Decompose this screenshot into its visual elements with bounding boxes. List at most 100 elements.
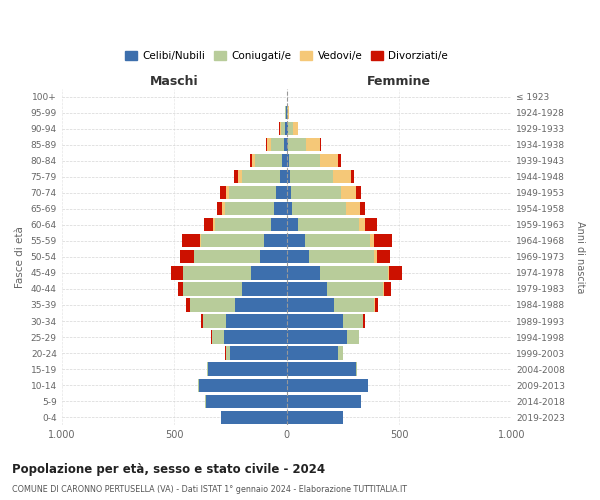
Bar <box>223 202 225 215</box>
Bar <box>287 202 292 215</box>
Bar <box>293 122 298 136</box>
Bar <box>287 314 343 328</box>
Bar <box>287 218 298 232</box>
Bar <box>203 314 226 328</box>
Bar <box>287 346 338 360</box>
Bar <box>286 122 287 136</box>
Bar <box>284 138 287 151</box>
Bar <box>370 234 374 248</box>
Bar <box>377 250 390 264</box>
Bar <box>388 266 389 280</box>
Bar <box>332 170 350 183</box>
Bar <box>221 410 287 424</box>
Bar <box>375 298 378 312</box>
Bar <box>271 138 284 151</box>
Bar <box>183 282 242 296</box>
Bar <box>287 138 289 151</box>
Bar <box>287 362 356 376</box>
Bar <box>309 250 374 264</box>
Bar <box>289 138 307 151</box>
Bar <box>292 202 346 215</box>
Bar <box>356 362 358 376</box>
Bar <box>365 218 377 232</box>
Bar <box>281 122 286 136</box>
Bar <box>287 186 291 200</box>
Bar <box>298 218 359 232</box>
Bar <box>384 282 391 296</box>
Bar <box>214 218 215 232</box>
Bar <box>220 186 226 200</box>
Bar <box>201 234 264 248</box>
Bar <box>287 282 327 296</box>
Bar <box>287 234 305 248</box>
Bar <box>226 314 287 328</box>
Bar <box>199 378 287 392</box>
Y-axis label: Fasce di età: Fasce di età <box>15 226 25 288</box>
Text: Popolazione per età, sesso e stato civile - 2024: Popolazione per età, sesso e stato civil… <box>12 462 325 475</box>
Bar <box>178 282 183 296</box>
Bar <box>234 170 238 183</box>
Bar <box>305 234 370 248</box>
Bar <box>346 202 359 215</box>
Bar <box>212 330 224 344</box>
Bar <box>320 154 338 168</box>
Bar <box>277 186 287 200</box>
Bar <box>194 250 260 264</box>
Bar <box>238 170 242 183</box>
Bar <box>287 154 289 168</box>
Bar <box>264 234 287 248</box>
Bar <box>255 154 282 168</box>
Bar <box>229 186 277 200</box>
Bar <box>274 202 287 215</box>
Bar <box>291 186 341 200</box>
Bar <box>242 282 287 296</box>
Bar <box>205 218 214 232</box>
Bar <box>356 186 361 200</box>
Bar <box>172 266 182 280</box>
Bar <box>235 298 287 312</box>
Bar <box>359 218 365 232</box>
Bar <box>343 314 363 328</box>
Bar <box>287 106 288 120</box>
Bar <box>287 330 347 344</box>
Bar <box>338 154 341 168</box>
Bar <box>287 410 343 424</box>
Bar <box>282 154 287 168</box>
Bar <box>226 186 229 200</box>
Bar <box>350 170 354 183</box>
Bar <box>207 362 208 376</box>
Bar <box>217 202 223 215</box>
Bar <box>225 202 274 215</box>
Bar <box>287 170 290 183</box>
Bar <box>250 154 251 168</box>
Bar <box>374 234 392 248</box>
Bar <box>334 298 374 312</box>
Text: COMUNE DI CARONNO PERTUSELLA (VA) - Dati ISTAT 1° gennaio 2024 - Elaborazione TU: COMUNE DI CARONNO PERTUSELLA (VA) - Dati… <box>12 485 407 494</box>
Bar <box>208 362 287 376</box>
Text: Femmine: Femmine <box>367 75 431 88</box>
Bar <box>307 138 320 151</box>
Bar <box>287 122 293 136</box>
Bar <box>363 314 365 328</box>
Bar <box>287 394 361 407</box>
Bar <box>320 266 388 280</box>
Bar <box>200 234 201 248</box>
Bar <box>251 266 287 280</box>
Bar <box>206 394 287 407</box>
Bar <box>271 218 287 232</box>
Bar <box>327 282 383 296</box>
Bar <box>211 330 212 344</box>
Bar <box>215 218 271 232</box>
Bar <box>374 250 377 264</box>
Bar <box>202 314 203 328</box>
Bar <box>285 106 286 120</box>
Bar <box>226 346 230 360</box>
Bar <box>288 106 289 120</box>
Bar <box>190 298 235 312</box>
Legend: Celibi/Nubili, Coniugati/e, Vedovi/e, Divorziati/e: Celibi/Nubili, Coniugati/e, Vedovi/e, Di… <box>121 47 452 65</box>
Bar <box>180 250 194 264</box>
Bar <box>287 378 368 392</box>
Bar <box>287 266 320 280</box>
Bar <box>266 138 268 151</box>
Bar <box>338 346 343 360</box>
